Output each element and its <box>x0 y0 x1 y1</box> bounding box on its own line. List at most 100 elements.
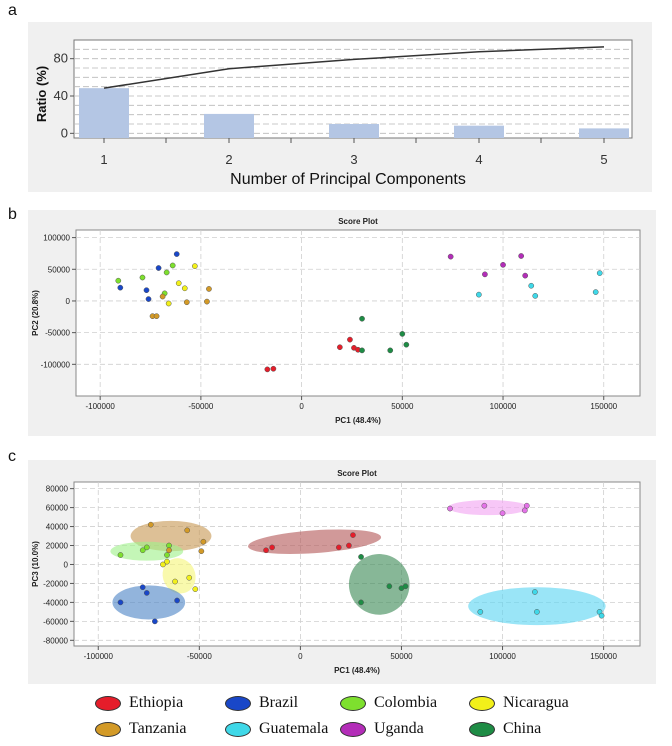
chart-panel-b: -100000 -50000 0 50000 100000 150000 100000 500… <box>28 210 656 436</box>
point-guatemala <box>532 293 539 299</box>
legend-swatch-ethiopia <box>95 695 121 711</box>
point-tanzania <box>166 547 172 554</box>
y-axis-label: PC2 (20.8%) <box>31 290 40 336</box>
point-uganda <box>447 253 454 260</box>
point-nicaragua <box>160 561 166 568</box>
chart-panel-c: -100000 -50000 0 50000 100000 150000 80000 6000… <box>28 460 656 684</box>
point-ethiopia <box>335 544 342 551</box>
y-tick-label: -50000 <box>45 329 70 338</box>
point-guatemala <box>596 270 603 276</box>
point-brazil <box>155 265 162 271</box>
x-tick-label: 1 <box>100 152 107 167</box>
y-tick-label: 100000 <box>43 234 70 243</box>
legend-label-uganda: Uganda <box>374 720 424 737</box>
point-colombia <box>117 552 124 558</box>
y-tick-label: -60000 <box>43 617 68 626</box>
x-tick-label: 50000 <box>391 402 414 411</box>
point-tanzania <box>200 538 207 545</box>
x-tick-label: 150000 <box>590 402 617 411</box>
legend-item-colombia: Colombia <box>340 694 437 712</box>
chart-title: Score Plot <box>338 217 378 226</box>
point-uganda <box>521 507 528 514</box>
cumulative-line <box>103 46 605 89</box>
legend: Ethiopia Brazil Colombia Nicaragua Tanza… <box>85 694 605 740</box>
point-ethiopia <box>263 547 269 554</box>
legend-label-nicaragua: Nicaragua <box>503 694 569 711</box>
legend-swatch-tanzania <box>95 721 121 737</box>
y-tick-label: 80 <box>54 51 68 66</box>
point-guatemala <box>532 589 538 595</box>
y-tick-label: 40000 <box>46 523 69 532</box>
y-axis-label: Ratio (%) <box>34 66 49 122</box>
legend-item-ethiopia: Ethiopia <box>95 694 183 712</box>
legend-label-tanzania: Tanzania <box>129 720 187 737</box>
legend-label-brazil: Brazil <box>259 694 299 711</box>
ellipse-nicaragua <box>162 558 196 594</box>
point-tanzania <box>184 527 191 534</box>
point-china <box>403 341 410 348</box>
legend-swatch-colombia <box>340 695 366 711</box>
x-tick-label: 100000 <box>489 652 516 661</box>
point-colombia <box>164 552 170 558</box>
point-uganda <box>482 271 488 278</box>
point-colombia <box>139 274 146 281</box>
panel-letter-b: b <box>8 206 17 223</box>
point-guatemala <box>528 282 535 289</box>
x-tick-label: 100000 <box>490 402 517 411</box>
point-colombia <box>143 544 150 551</box>
point-nicaragua <box>181 285 188 292</box>
y-tick-label: 60000 <box>46 504 69 513</box>
point-uganda <box>523 502 530 509</box>
point-ethiopia <box>269 544 275 551</box>
point-uganda <box>499 510 506 517</box>
point-uganda <box>500 261 506 268</box>
chart-panel-a: 0 40 80 1 2 3 4 5 Number of Principal Components… <box>28 22 652 192</box>
point-colombia <box>115 277 122 284</box>
x-axis-label: PC1 (48.4%) <box>334 666 380 675</box>
point-brazil <box>139 584 146 591</box>
point-nicaragua <box>165 300 172 307</box>
point-guatemala <box>477 609 484 615</box>
point-china <box>402 583 409 590</box>
x-tick-label: -100000 <box>84 652 114 661</box>
point-china <box>359 347 365 354</box>
scree-chart: 0 40 80 1 2 3 4 5 Number of Principal Components… <box>28 22 652 192</box>
x-tick-label: 4 <box>475 152 482 167</box>
legend-label-colombia: Colombia <box>374 694 438 711</box>
y-tick-label: 0 <box>66 297 71 306</box>
y-tick-label: -100000 <box>41 360 71 369</box>
panel-letter-a: a <box>8 2 17 19</box>
legend-swatch-guatemala <box>225 721 251 737</box>
point-uganda <box>522 272 529 279</box>
point-nicaragua <box>172 578 178 585</box>
y-tick-label: 0 <box>64 560 69 569</box>
legend-swatch-china <box>469 721 495 737</box>
legend-label-guatemala: Guatemala <box>259 720 329 737</box>
x-tick-label: 0 <box>299 402 304 411</box>
point-guatemala <box>592 289 599 295</box>
x-tick-label: 50000 <box>390 652 413 661</box>
legend-item-brazil: Brazil <box>225 694 298 712</box>
point-china <box>358 554 364 560</box>
point-ethiopia <box>346 542 352 549</box>
point-china <box>399 331 406 337</box>
y-tick-label: -80000 <box>43 636 68 645</box>
point-uganda <box>447 505 453 512</box>
plot-area <box>73 39 633 139</box>
point-brazil <box>117 599 124 606</box>
y-tick-label: -40000 <box>43 598 68 607</box>
legend-swatch-brazil <box>225 695 251 711</box>
x-axis-label: Number of Principal Components <box>230 171 466 188</box>
point-tanzania <box>159 293 166 300</box>
point-guatemala <box>476 291 482 298</box>
point-colombia <box>139 547 146 554</box>
point-brazil <box>145 296 152 302</box>
point-brazil <box>174 597 180 604</box>
score-plot-pc1-pc3: -100000 -50000 0 50000 100000 150000 80000 6000… <box>28 460 656 684</box>
y-tick-label: 50000 <box>48 265 71 274</box>
point-brazil <box>143 590 150 596</box>
x-tick-label: 5 <box>600 152 607 167</box>
point-ethiopia <box>350 532 356 538</box>
point-ethiopia <box>337 344 343 351</box>
x-tick-label: -50000 <box>188 402 213 411</box>
